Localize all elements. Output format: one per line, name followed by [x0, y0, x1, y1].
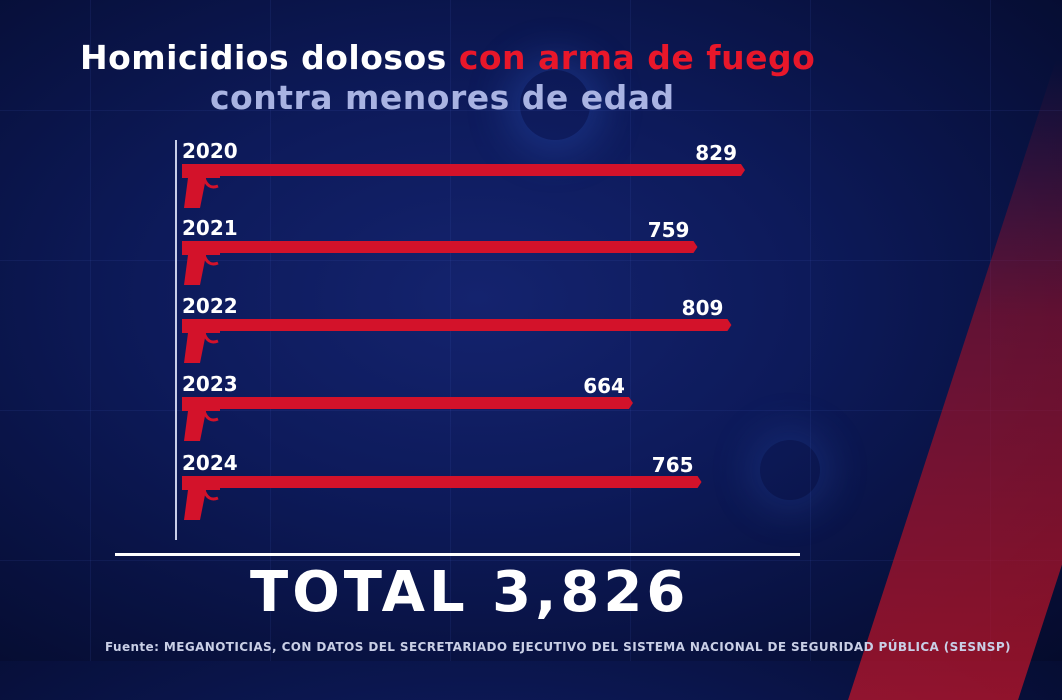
pistol-icon [182, 170, 220, 208]
year-label: 2020 [182, 139, 238, 163]
bar [182, 476, 702, 488]
y-axis-line [175, 140, 177, 540]
value-label: 765 [652, 453, 694, 477]
year-label: 2022 [182, 294, 238, 318]
chart-subtitle: contra menores de edad [210, 78, 675, 117]
pistol-icon [182, 403, 220, 441]
year-label: 2021 [182, 216, 238, 240]
title-part-red: con arma de fuego [458, 38, 816, 77]
title-part-white: Homicidios dolosos [80, 38, 447, 77]
chart-title: Homicidios dolosos con arma de fuego [80, 38, 840, 77]
value-label: 664 [583, 374, 625, 398]
value-label: 809 [682, 296, 724, 320]
year-label: 2024 [182, 451, 238, 475]
total-divider [115, 553, 800, 556]
bar [182, 319, 732, 331]
bar-chart: 2020 829 2021 759 2022 809 2023 664 2024 765 [182, 139, 745, 520]
pistol-icon [182, 247, 220, 285]
year-label: 2023 [182, 372, 238, 396]
value-label: 829 [695, 141, 737, 165]
pistol-icon [182, 325, 220, 363]
value-label: 759 [648, 218, 690, 242]
bar [182, 164, 745, 176]
bar [182, 241, 698, 253]
source-note: Fuente: MEGANOTICIAS, CON DATOS DEL SECR… [105, 640, 1011, 654]
pistol-icon [182, 482, 220, 520]
bar [182, 397, 633, 409]
total-value: TOTAL 3,826 [250, 560, 690, 625]
